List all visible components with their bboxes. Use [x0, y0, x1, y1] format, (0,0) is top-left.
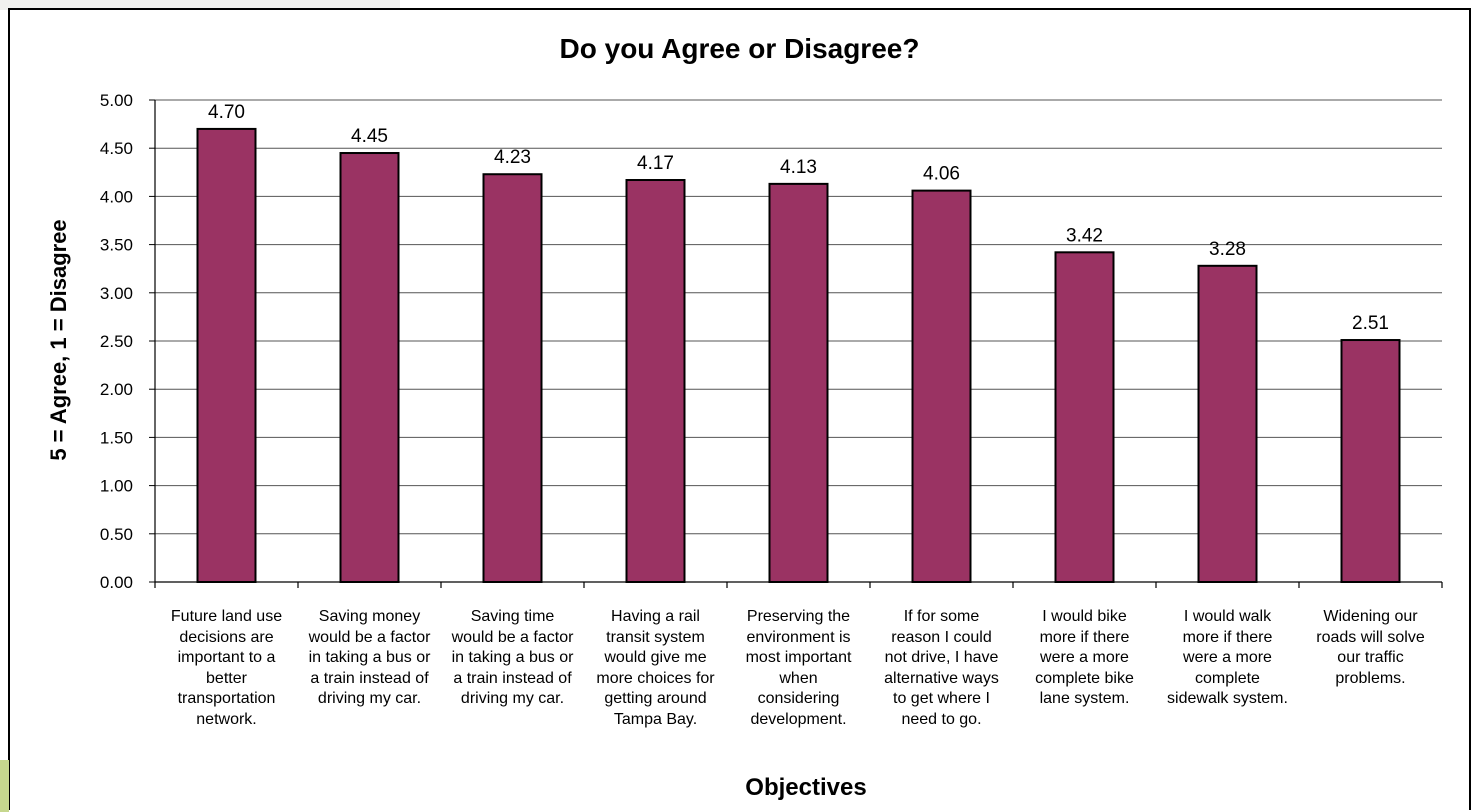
x-tick-label: Widening our roads will solve our traffic p… — [1299, 607, 1443, 689]
x-tick-label-line: to get where I — [893, 690, 990, 707]
y-tick-label: 4.50 — [100, 139, 133, 158]
bar — [1054, 251, 1115, 583]
x-tick-label-line: I would walk — [1183, 608, 1272, 625]
x-tick-label-line: lane system. — [1039, 690, 1130, 707]
x-tick-label-line: Saving money — [318, 608, 421, 625]
data-label: 4.45 — [351, 126, 388, 147]
y-axis-title: 5 = Agree, 1 = Disagree — [46, 219, 71, 461]
x-tick-label-line: were a more — [1183, 649, 1272, 666]
y-tick-label: 2.50 — [100, 332, 133, 351]
y-tick-label: 1.50 — [100, 428, 133, 447]
background-shade — [0, 0, 400, 10]
bar — [625, 179, 686, 583]
x-tick-label-line: transit system — [606, 628, 705, 646]
data-label: 4.17 — [637, 153, 674, 174]
x-tick-label-line: roads will solve — [1316, 628, 1425, 646]
x-tick-label-line: most important — [745, 649, 852, 666]
x-tick-label: Saving time would be a factor in taking a … — [441, 607, 585, 710]
x-tick-label-line: Tampa Bay. — [613, 710, 698, 728]
y-tick-label: 3.50 — [100, 236, 133, 255]
x-tick-label-line: when — [779, 669, 818, 687]
x-tick-label-line: decisions are — [179, 628, 274, 646]
bar — [196, 127, 257, 583]
bar — [911, 189, 972, 583]
x-tick-label-line: alternative ways — [884, 669, 999, 687]
x-tick-label: Future land use decisions are important to… — [155, 607, 299, 730]
x-tick-label-line: our traffic — [1337, 649, 1404, 666]
x-tick-label-line: development. — [750, 710, 847, 728]
x-tick-label-line: not drive, I have — [884, 649, 999, 666]
x-tick-label-line: considering — [757, 690, 840, 707]
x-tick-label-line: better — [206, 669, 247, 687]
data-label: 4.06 — [923, 164, 960, 185]
chart-title: Do you Agree or Disagree? — [559, 33, 920, 64]
x-tick-label-line: complete — [1195, 669, 1260, 687]
x-tick-label: Having a rail transit system would give me… — [584, 607, 728, 730]
bar — [339, 152, 400, 584]
side-accent-bar — [0, 760, 9, 812]
y-tick-label: 0.50 — [100, 525, 133, 544]
x-tick-label-line: a train instead of — [453, 669, 572, 687]
x-tick-label-line: were a more — [1040, 649, 1129, 666]
x-tick-label-line: Having a rail — [611, 608, 700, 625]
x-tick-label-line: in taking a bus or — [451, 649, 574, 666]
bar — [482, 173, 543, 583]
x-tick-label-line: If for some — [903, 608, 980, 625]
x-tick-label-line: environment is — [746, 628, 851, 646]
x-tick-label: Saving money would be a factor in taking a… — [298, 607, 442, 710]
data-label: 3.28 — [1209, 239, 1246, 260]
x-tick-label-line: problems. — [1335, 669, 1406, 687]
value-labels: 4.70 4.45 4.23 4.17 4.13 4.06 3.42 3.28 2.51 — [208, 102, 1389, 334]
x-tick-label-line: would give me — [604, 649, 707, 666]
x-tick-label-line: important to a — [177, 649, 276, 666]
x-tick-label-line: more if there — [1039, 628, 1130, 646]
data-label: 2.51 — [1352, 313, 1389, 334]
y-tick-label: 2.00 — [100, 380, 133, 399]
data-label: 3.42 — [1066, 225, 1103, 246]
bar — [1340, 339, 1401, 584]
x-tick-label-line: need to go. — [901, 710, 982, 728]
y-tick-label: 1.00 — [100, 477, 133, 496]
data-label: 4.23 — [494, 147, 531, 168]
y-tick-label: 5.00 — [100, 91, 133, 110]
x-tick-label-line: complete bike — [1035, 669, 1134, 687]
x-tick-label: Preserving the environment is most importa… — [727, 607, 871, 730]
x-tick-label-line: network. — [196, 710, 257, 728]
bar — [768, 182, 829, 583]
x-tick-label-line: Widening our — [1323, 608, 1418, 625]
x-tick-label-line: Preserving the — [746, 608, 851, 625]
y-tick-label: 3.00 — [100, 284, 133, 303]
x-tick-label-line: Future land use — [170, 608, 283, 625]
x-tick-label-line: a train instead of — [310, 669, 429, 687]
x-tick-label-line: sidewalk system. — [1167, 690, 1288, 707]
x-tick-label-line: reason I could — [891, 628, 992, 646]
x-tick-label-line: in taking a bus or — [308, 649, 431, 666]
x-tick-label-line: would be a factor — [451, 628, 574, 646]
x-tick-label: I would bike more if there were a more comp… — [1013, 607, 1157, 710]
x-tick-label-line: Saving time — [470, 608, 555, 625]
x-tick-label-line: getting around — [604, 690, 707, 707]
x-axis-title: Objectives — [745, 774, 867, 801]
bars — [196, 127, 1401, 584]
bar — [1197, 264, 1258, 583]
x-tick-label: If for some reason I could not drive, I ha… — [870, 607, 1014, 730]
x-tick-label-line: more if there — [1182, 628, 1273, 646]
y-tick-labels: 0.00 0.50 1.00 1.50 2.00 2.50 3.00 3.50 4.00 4.50… — [100, 91, 155, 592]
x-tick-label-line: transportation — [177, 690, 276, 707]
x-tick-label-line: driving my car. — [317, 690, 422, 707]
x-tick-label-line: more choices for — [596, 669, 715, 687]
data-label: 4.13 — [780, 157, 817, 178]
x-tick-label-line: driving my car. — [460, 690, 565, 707]
y-tick-label: 0.00 — [100, 573, 133, 592]
data-label: 4.70 — [208, 102, 245, 123]
x-tick-label: I would walk more if there were a more comp… — [1156, 607, 1300, 710]
y-tick-label: 4.00 — [100, 187, 133, 206]
x-tick-label-line: I would bike — [1042, 608, 1127, 625]
x-tick-label-line: would be a factor — [308, 628, 431, 646]
